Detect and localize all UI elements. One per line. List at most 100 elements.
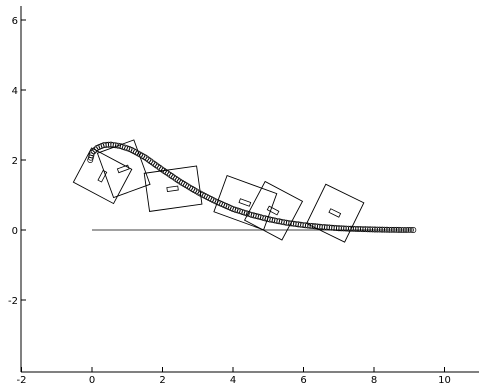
trajectory-point — [364, 226, 371, 233]
trajectory-point — [302, 222, 309, 229]
trajectory-point — [281, 219, 288, 226]
x-tick-label: 10 — [438, 375, 451, 386]
robot-marker — [266, 205, 280, 216]
x-tick-label: -2 — [17, 375, 27, 386]
trajectory-point — [271, 217, 278, 224]
trajectory-point — [405, 227, 412, 233]
trajectory-point — [164, 170, 171, 177]
trajectory-point — [307, 222, 314, 229]
trajectory-point — [166, 171, 173, 178]
trajectory-point — [160, 167, 167, 174]
trajectory-point — [367, 226, 374, 233]
trajectory-point — [319, 223, 326, 230]
trajectory-point — [288, 220, 295, 227]
x-tick-label: 2 — [159, 375, 165, 386]
trajectory-point — [410, 227, 417, 233]
robot-frame — [213, 174, 278, 231]
y-tick-label: 4 — [12, 86, 18, 97]
trajectory-point — [379, 226, 386, 233]
trajectory-point — [407, 227, 414, 233]
robot-frame — [72, 147, 133, 205]
trajectory-point — [304, 222, 311, 229]
trajectory-point — [170, 174, 177, 181]
trajectory-point — [290, 220, 297, 227]
trajectory-point — [158, 166, 165, 173]
trajectory-point — [278, 218, 285, 225]
trajectory-point — [103, 141, 110, 148]
trajectory-point — [168, 173, 175, 180]
robot-body — [96, 139, 151, 199]
trajectory-point — [267, 216, 273, 223]
trajectory-markers — [87, 141, 417, 233]
trajectory-point — [324, 224, 330, 231]
trajectory-point — [359, 226, 366, 233]
trajectory-point — [264, 216, 271, 222]
y-tick-label: 0 — [12, 226, 18, 237]
trajectory-point — [143, 155, 150, 162]
trajectory-point — [357, 226, 364, 233]
robot-marker — [328, 208, 342, 218]
robot-body — [243, 180, 304, 241]
x-tick-label: 8 — [371, 375, 377, 386]
y-tick-label: 2 — [12, 156, 18, 167]
trajectory-point — [89, 150, 95, 156]
trajectory-point — [157, 165, 163, 171]
trajectory-point — [350, 225, 357, 232]
trajectory-point — [328, 224, 335, 231]
trajectory-point — [383, 226, 390, 233]
trajectory-point — [374, 226, 381, 233]
trajectory-point — [326, 224, 333, 231]
trajectory-point — [295, 221, 302, 228]
trajectory-point — [309, 223, 316, 229]
trajectory-point — [331, 224, 338, 231]
x-tick-label: 6 — [300, 375, 306, 386]
trajectory-point — [340, 225, 347, 232]
trajectory-point — [333, 225, 340, 232]
trajectory-point — [316, 223, 323, 230]
trajectory-point — [151, 160, 158, 167]
trajectory-point — [403, 226, 410, 233]
robot-frame — [143, 165, 203, 212]
trajectory-point — [283, 219, 290, 226]
trajectory-point — [112, 142, 119, 149]
trajectory-point — [362, 226, 369, 233]
trajectory-point — [381, 226, 388, 233]
robot-frame — [306, 183, 365, 243]
trajectory-point — [153, 162, 160, 169]
robot-marker — [238, 198, 252, 207]
trajectory-point — [105, 141, 112, 148]
trajectory-point — [110, 141, 117, 148]
robot-body — [213, 174, 278, 231]
trajectory-point — [285, 220, 292, 227]
trajectory-point — [172, 175, 179, 182]
trajectory-point — [400, 226, 407, 233]
trajectory-point — [321, 224, 328, 231]
trajectory-point — [391, 226, 398, 233]
trajectory-point — [92, 146, 99, 153]
robot-body — [72, 147, 133, 205]
trajectory-point — [347, 225, 354, 232]
trajectory-point — [162, 169, 169, 176]
ticks: -2 0 2 4 6 8 10 -2 0 2 4 6 — [8, 16, 451, 386]
trajectory-point — [293, 221, 299, 228]
trajectory-point — [395, 226, 402, 233]
trajectory-point — [355, 226, 362, 232]
trajectory-point — [312, 223, 318, 230]
trajectory-point — [107, 141, 114, 148]
robot-marker — [116, 164, 130, 174]
trajectory-point — [335, 225, 342, 232]
trajectory-point — [147, 158, 154, 164]
trajectory-point — [149, 159, 156, 166]
trajectory-point — [338, 225, 345, 232]
trajectory-point — [115, 142, 121, 149]
trajectory-point — [398, 226, 405, 233]
trajectory-point — [274, 217, 280, 224]
trajectory-point — [388, 226, 395, 233]
trajectory-point — [174, 177, 181, 184]
trajectory-point — [90, 148, 97, 155]
trajectory-point — [386, 226, 393, 233]
trajectory-point — [297, 221, 304, 228]
trajectory-point — [352, 225, 359, 232]
robot-body — [143, 165, 203, 212]
